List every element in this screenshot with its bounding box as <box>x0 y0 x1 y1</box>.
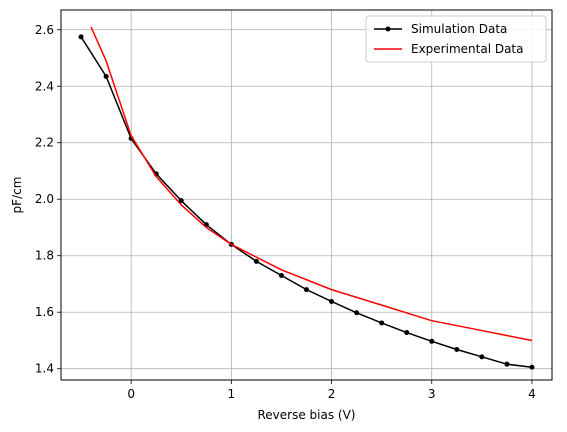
data-point <box>178 198 184 204</box>
y-tick-label: 2.4 <box>35 79 54 93</box>
data-point <box>304 287 309 293</box>
data-point <box>278 272 284 278</box>
data-point <box>479 354 485 360</box>
y-axis-label: pF/cm <box>10 177 24 214</box>
x-tick-label: 2 <box>328 387 336 401</box>
y-tick-label: 2.0 <box>35 192 54 206</box>
legend-label: Experimental Data <box>411 42 524 56</box>
data-point <box>529 364 535 370</box>
data-point <box>78 34 84 40</box>
plot-area-frame <box>60 9 553 381</box>
legend-box <box>365 15 547 63</box>
y-tick-label: 1.4 <box>35 362 54 376</box>
series-line-2 <box>90 26 533 342</box>
x-axis-label: Reverse bias (V) <box>258 408 356 422</box>
x-tick-label: 4 <box>528 387 536 401</box>
y-tick-label: 2.2 <box>35 136 54 150</box>
legend-label: Simulation Data <box>411 22 507 36</box>
x-tick-label: 1 <box>228 387 236 401</box>
grid <box>61 10 552 380</box>
x-tick-label: 3 <box>428 387 436 401</box>
legend-marker <box>385 26 391 32</box>
data-point <box>454 346 460 352</box>
y-tick-label: 2.6 <box>35 23 54 37</box>
series-layer <box>78 26 535 370</box>
data-point <box>504 361 510 367</box>
axis-ticks: 0 1 2 3 4 1.4 1.6 1.8 2.0 2.2 2.4 2.6 <box>35 23 536 401</box>
data-point <box>253 258 259 264</box>
legend: Simulation Data Experimental Data <box>365 15 547 63</box>
data-point <box>379 320 385 326</box>
data-point <box>329 298 335 304</box>
y-tick-label: 1.8 <box>35 249 54 263</box>
data-point <box>429 338 435 344</box>
data-point <box>404 330 410 336</box>
y-tick-label: 1.6 <box>35 305 54 319</box>
data-point <box>354 310 360 316</box>
data-point <box>103 73 109 79</box>
x-tick-label: 0 <box>127 387 135 401</box>
